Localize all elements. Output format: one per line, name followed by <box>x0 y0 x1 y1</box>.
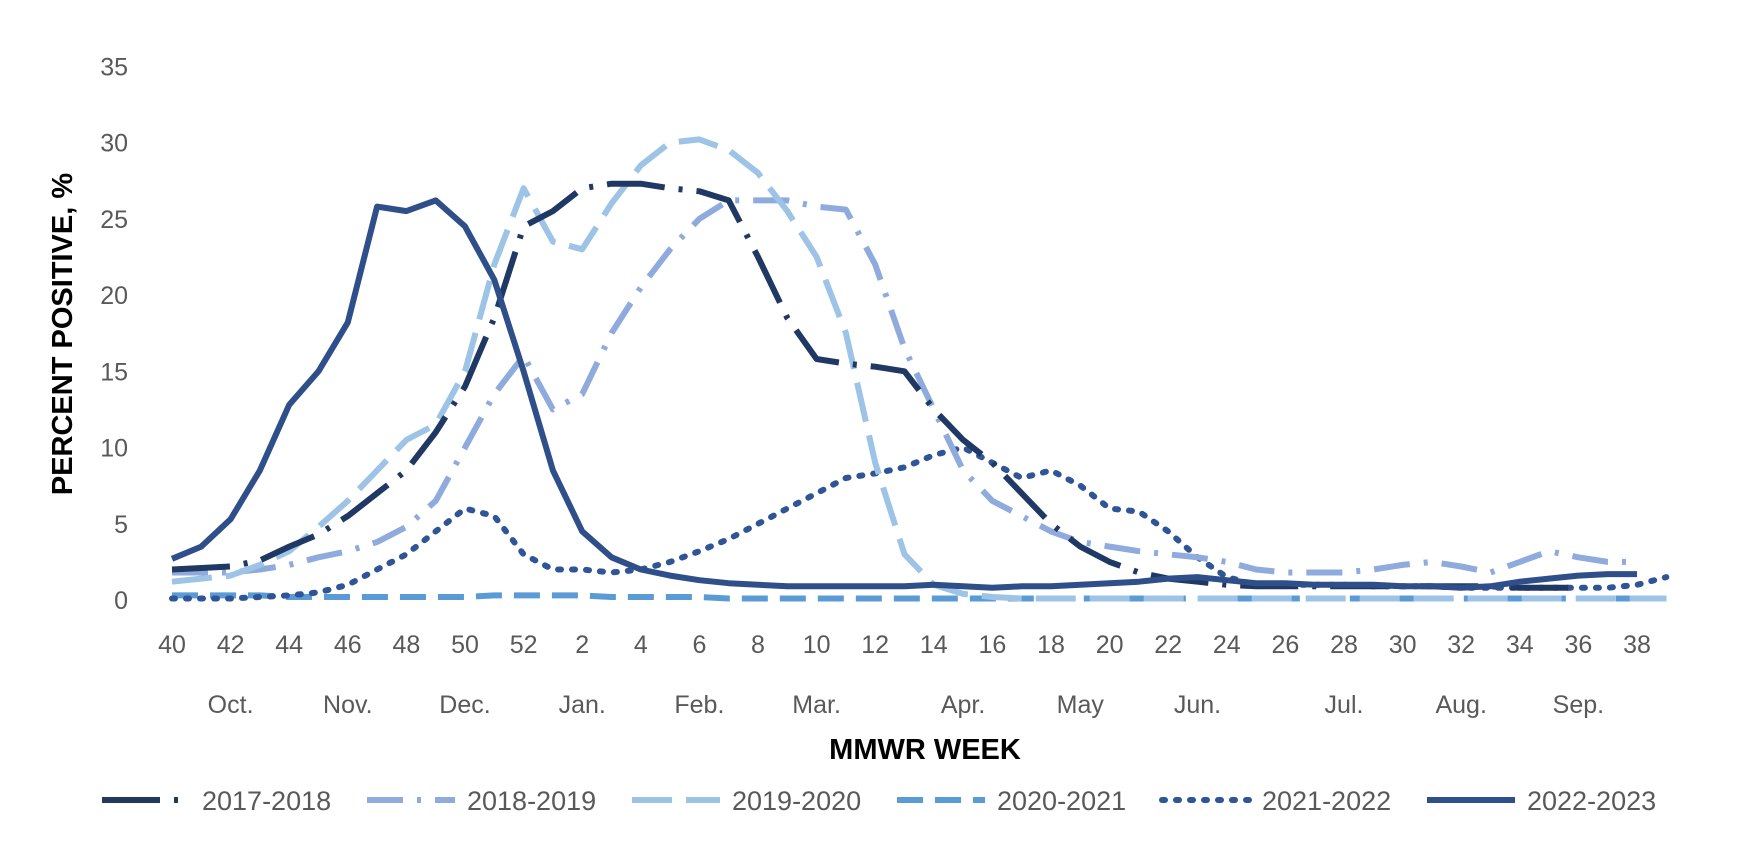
x-tick-label: 46 <box>334 631 362 659</box>
series-lines <box>169 136 1670 602</box>
legend: 2017-2018 2018-2019 2019-2020 2020-2021 2021… <box>102 786 1656 816</box>
y-axis-ticks: 0 5 10 15 20 25 30 35 <box>100 53 128 615</box>
x-tick-label: 20 <box>1096 631 1124 659</box>
month-label: Jun. <box>1174 691 1221 719</box>
legend-label: 2019-2020 <box>732 786 861 816</box>
legend-label: 2017-2018 <box>202 786 331 816</box>
month-label: Nov. <box>323 691 373 719</box>
x-axis-month-labels: Oct. Nov. Dec. Jan. Feb. Mar. Apr. May Jun. Jul. A… <box>208 691 1604 719</box>
x-tick-label: 18 <box>1037 631 1065 659</box>
series-line-2020-2021 <box>172 592 1667 602</box>
x-tick-label: 50 <box>451 631 479 659</box>
y-tick-label: 10 <box>100 435 128 463</box>
x-tick-label: 26 <box>1271 631 1299 659</box>
x-axis-title: MMWR WEEK <box>829 734 1021 766</box>
x-tick-label: 16 <box>978 631 1006 659</box>
legend-label: 2020-2021 <box>997 786 1126 816</box>
x-axis-ticks: 40 42 44 46 48 50 52 2 4 6 8 10 12 14 16 18 20 22 24 26 28 30… <box>158 631 1651 659</box>
x-tick-label: 52 <box>510 631 538 659</box>
x-tick-label: 40 <box>158 631 186 659</box>
month-label: Sep. <box>1553 691 1604 719</box>
y-tick-label: 5 <box>114 511 128 539</box>
x-tick-label: 24 <box>1213 631 1241 659</box>
series-line-2021-2022 <box>169 444 1670 602</box>
month-label: Aug. <box>1435 691 1486 719</box>
series-line-2017-2018 <box>171 180 1579 591</box>
x-tick-label: 44 <box>275 631 303 659</box>
x-tick-label: 32 <box>1447 631 1475 659</box>
x-tick-label: 42 <box>217 631 245 659</box>
month-label: Feb. <box>674 691 724 719</box>
legend-label: 2022-2023 <box>1527 786 1656 816</box>
series-line-2018-2019 <box>172 197 1637 576</box>
y-axis-title: PERCENT POSITIVE, % <box>47 173 79 495</box>
x-tick-label: 36 <box>1564 631 1592 659</box>
month-label: Oct. <box>208 691 254 719</box>
x-tick-label: 28 <box>1330 631 1358 659</box>
series-line-2019-2020 <box>171 136 1667 602</box>
y-tick-label: 0 <box>114 587 128 615</box>
x-tick-label: 38 <box>1623 631 1651 659</box>
x-tick-label: 2 <box>575 631 589 659</box>
legend-label: 2021-2022 <box>1262 786 1391 816</box>
x-tick-label: 6 <box>692 631 706 659</box>
x-tick-label: 4 <box>634 631 648 659</box>
y-tick-label: 25 <box>100 206 128 234</box>
x-tick-label: 8 <box>751 631 765 659</box>
month-label: Jul. <box>1325 691 1364 719</box>
y-tick-label: 35 <box>100 53 128 81</box>
x-tick-label: 22 <box>1154 631 1182 659</box>
month-label: Mar. <box>792 691 841 719</box>
y-tick-label: 15 <box>100 358 128 386</box>
x-tick-label: 10 <box>803 631 831 659</box>
series-line-2022-2023 <box>170 197 1637 591</box>
y-tick-label: 20 <box>100 282 128 310</box>
x-tick-label: 48 <box>392 631 420 659</box>
x-tick-label: 34 <box>1506 631 1534 659</box>
month-label: May <box>1057 691 1105 719</box>
y-tick-label: 30 <box>100 130 128 158</box>
month-label: Apr. <box>941 691 985 719</box>
legend-label: 2018-2019 <box>467 786 596 816</box>
x-tick-label: 12 <box>861 631 889 659</box>
month-label: Dec. <box>439 691 490 719</box>
x-tick-label: 30 <box>1389 631 1417 659</box>
month-label: Jan. <box>559 691 606 719</box>
x-tick-label: 14 <box>920 631 948 659</box>
